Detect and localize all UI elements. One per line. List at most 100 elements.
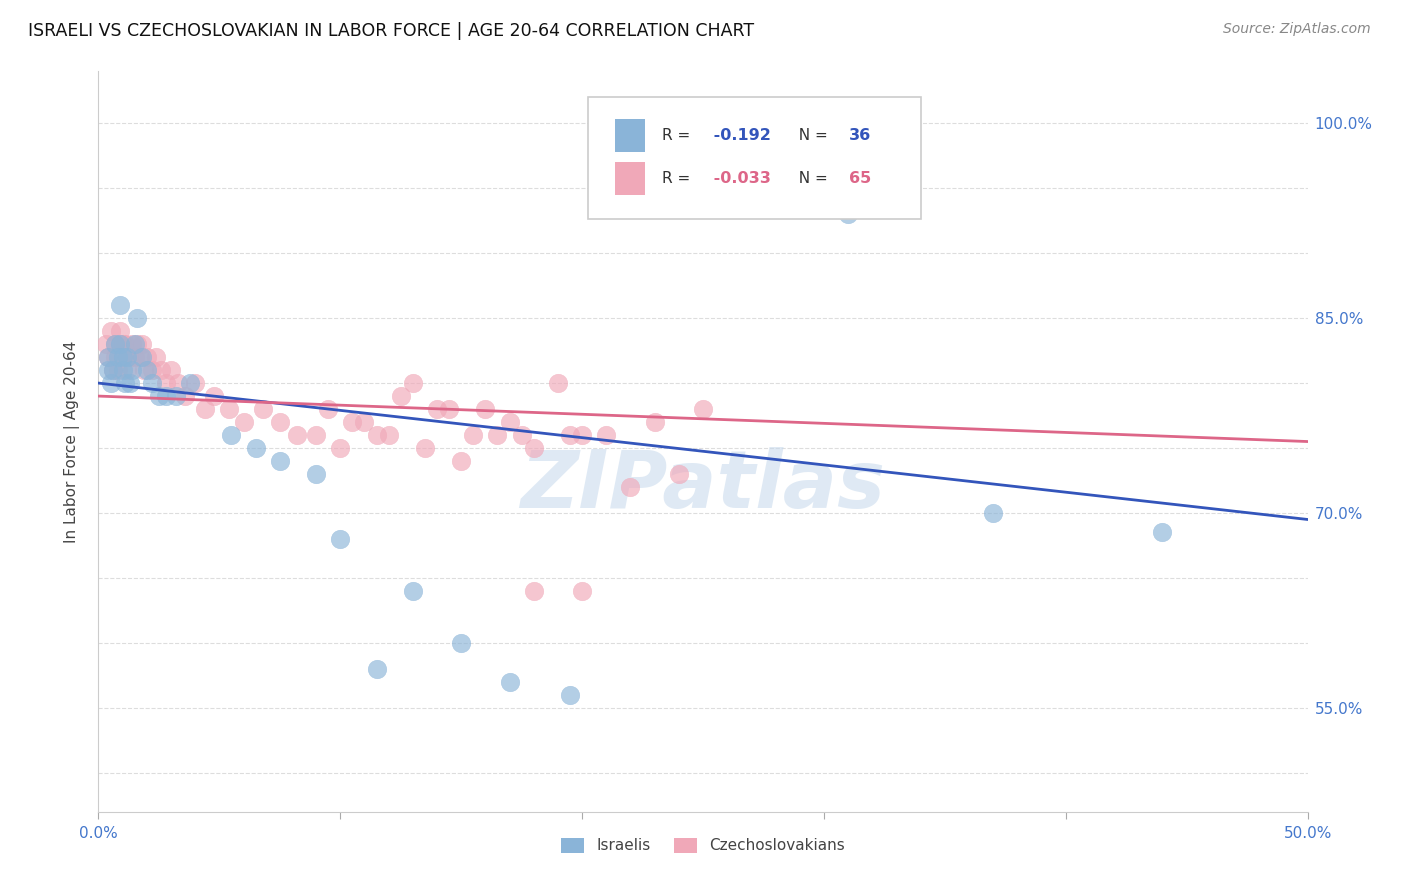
Point: [155, 376, 177, 390]
Point: [117, 363, 139, 377]
Point: [571, 428, 593, 442]
Point: [377, 428, 399, 442]
Point: [94, 337, 117, 351]
Point: [668, 467, 690, 481]
Point: [135, 350, 157, 364]
Point: [558, 688, 581, 702]
Point: [127, 337, 149, 351]
Point: [121, 337, 143, 351]
Point: [121, 363, 143, 377]
Legend: Israelis, Czechoslovakians: Israelis, Czechoslovakians: [555, 832, 851, 860]
Point: [221, 428, 243, 442]
Point: [184, 376, 207, 390]
Text: -0.033: -0.033: [707, 171, 770, 186]
Point: [155, 389, 177, 403]
Point: [402, 376, 425, 390]
Point: [692, 402, 714, 417]
Point: [135, 363, 157, 377]
Point: [523, 583, 546, 598]
Point: [252, 402, 274, 417]
Point: [218, 402, 240, 417]
Text: R =: R =: [662, 171, 695, 186]
Point: [305, 428, 328, 442]
Point: [165, 389, 187, 403]
Point: [179, 376, 201, 390]
Point: [644, 415, 666, 429]
Point: [269, 454, 291, 468]
Point: [366, 428, 388, 442]
Point: [108, 337, 131, 351]
Point: [342, 415, 364, 429]
Point: [97, 363, 120, 377]
Point: [329, 532, 352, 546]
Point: [117, 350, 139, 364]
Text: Source: ZipAtlas.com: Source: ZipAtlas.com: [1223, 22, 1371, 37]
Point: [474, 402, 496, 417]
Point: [174, 389, 197, 403]
Point: [107, 350, 129, 364]
Point: [104, 350, 127, 364]
Point: [486, 428, 509, 442]
Point: [127, 311, 149, 326]
Point: [463, 428, 485, 442]
Point: [366, 662, 388, 676]
Point: [131, 350, 153, 364]
Point: [595, 428, 617, 442]
Point: [1152, 525, 1174, 540]
Point: [114, 337, 136, 351]
Point: [450, 454, 472, 468]
Point: [316, 402, 339, 417]
Point: [128, 350, 150, 364]
Point: [389, 389, 412, 403]
Point: [450, 636, 472, 650]
Point: [131, 337, 153, 351]
Point: [118, 376, 141, 390]
Point: [981, 506, 1004, 520]
Point: [124, 350, 146, 364]
Point: [437, 402, 460, 417]
Point: [108, 324, 131, 338]
Point: [150, 363, 173, 377]
Point: [353, 415, 375, 429]
Point: [523, 441, 546, 455]
Point: [107, 363, 129, 377]
Point: [100, 376, 122, 390]
Point: [100, 324, 122, 338]
Point: [305, 467, 328, 481]
Point: [167, 376, 190, 390]
Point: [111, 350, 134, 364]
Point: [141, 376, 163, 390]
Text: ISRAELI VS CZECHOSLOVAKIAN IN LABOR FORCE | AGE 20-64 CORRELATION CHART: ISRAELI VS CZECHOSLOVAKIAN IN LABOR FORC…: [28, 22, 754, 40]
Point: [114, 376, 136, 390]
Point: [498, 415, 520, 429]
Point: [108, 298, 131, 312]
FancyBboxPatch shape: [614, 120, 645, 153]
FancyBboxPatch shape: [614, 162, 645, 195]
Point: [426, 402, 449, 417]
Y-axis label: In Labor Force | Age 20-64: In Labor Force | Age 20-64: [63, 341, 80, 542]
Point: [329, 441, 352, 455]
Point: [285, 428, 308, 442]
FancyBboxPatch shape: [588, 97, 921, 219]
Point: [837, 207, 859, 221]
Point: [111, 363, 134, 377]
Point: [124, 337, 146, 351]
Point: [101, 363, 124, 377]
Text: N =: N =: [789, 128, 832, 144]
Text: 36: 36: [849, 128, 872, 144]
Point: [111, 337, 134, 351]
Point: [145, 350, 167, 364]
Point: [245, 441, 267, 455]
Point: [104, 337, 127, 351]
Point: [269, 415, 291, 429]
Point: [558, 428, 581, 442]
Point: [111, 350, 134, 364]
Text: N =: N =: [789, 171, 832, 186]
Text: ZIPatlas: ZIPatlas: [520, 447, 886, 525]
Point: [232, 415, 254, 429]
Point: [547, 376, 569, 390]
Point: [619, 480, 641, 494]
Text: 65: 65: [849, 171, 872, 186]
Text: -0.192: -0.192: [707, 128, 770, 144]
Point: [118, 350, 141, 364]
